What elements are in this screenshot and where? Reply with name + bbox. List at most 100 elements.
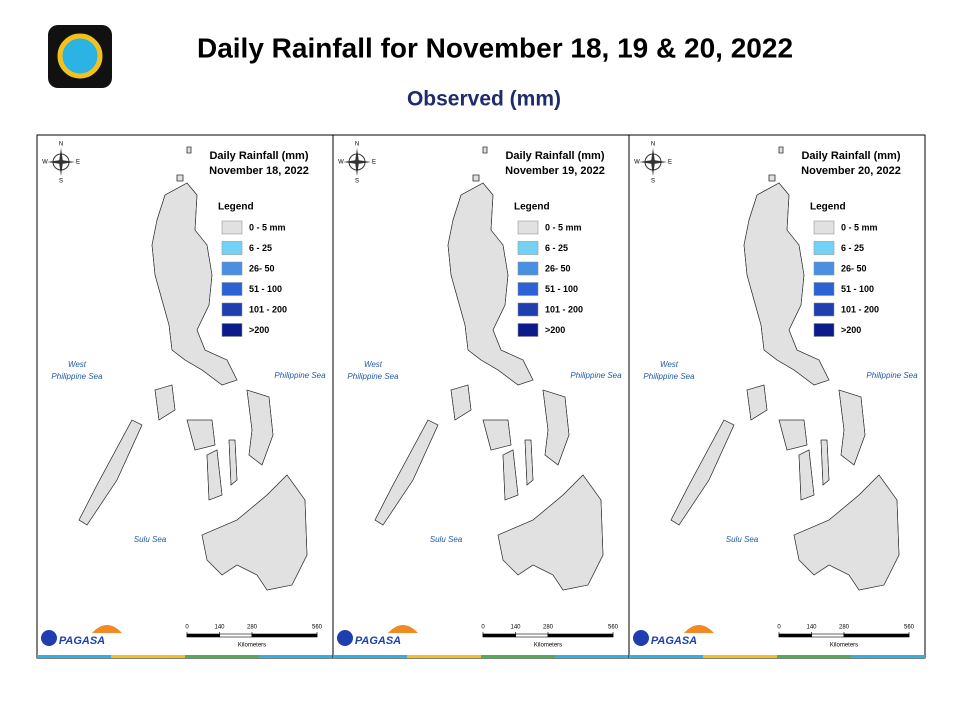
scale-label: 140 <box>806 625 817 631</box>
legend-swatch <box>517 261 539 276</box>
legend-swatch <box>813 302 835 317</box>
footer-strip <box>703 655 777 658</box>
map-date: November 19, 2022 <box>505 165 605 177</box>
legend-label: 101 - 200 <box>545 304 583 314</box>
compass-e: E <box>668 160 672 166</box>
scale-label: 140 <box>510 625 521 631</box>
compass-s: S <box>651 179 655 185</box>
compass-s: S <box>355 179 359 185</box>
map-title: Daily Rainfall (mm) <box>505 150 604 162</box>
scale-label: 560 <box>312 625 323 631</box>
scale-label: 560 <box>904 625 915 631</box>
legend-swatch <box>813 241 835 255</box>
legend-swatch <box>221 302 243 317</box>
scale-unit: Kilometers <box>830 643 858 649</box>
logo-umbrella <box>684 625 714 633</box>
legend-title: Legend <box>810 202 846 213</box>
logo-emblem <box>633 630 649 646</box>
footer-strip <box>481 655 555 658</box>
compass-w: W <box>634 160 640 166</box>
compass-w: W <box>338 160 344 166</box>
logo-text: PAGASA <box>355 635 401 647</box>
map-panel: N S W E Daily Rainfall (mm) November 18, 2022… <box>36 134 334 659</box>
scale-unit: Kilometers <box>238 643 266 649</box>
sea-label: Sulu Sea <box>430 535 463 544</box>
compass-e: E <box>372 160 376 166</box>
scale-label: 140 <box>214 625 225 631</box>
legend-swatch <box>221 241 243 255</box>
footer-strip <box>555 655 629 658</box>
legend-label: 51 - 100 <box>545 284 578 294</box>
scale-segment <box>811 633 845 638</box>
legend-swatch <box>813 323 835 337</box>
slide-subtitle: Observed (mm) <box>407 88 561 111</box>
scale-label: 0 <box>777 625 781 631</box>
legend-label: 101 - 200 <box>841 304 879 314</box>
legend-swatch <box>813 261 835 276</box>
legend-label: 0 - 5 mm <box>841 222 878 232</box>
legend-swatch <box>813 220 835 235</box>
scale-label: 280 <box>247 625 258 631</box>
sea-label: Philippine Sea <box>51 372 103 381</box>
legend-swatch <box>221 220 243 235</box>
map-panel: N S W E Daily Rainfall (mm) November 19, 2022… <box>332 134 630 659</box>
legend-label: >200 <box>249 325 269 335</box>
map-date: November 20, 2022 <box>801 165 901 177</box>
scale-segment <box>482 633 516 638</box>
scale-segment <box>843 633 910 638</box>
scale-label: 0 <box>481 625 485 631</box>
legend-label: >200 <box>841 325 861 335</box>
footer-strip <box>259 655 333 658</box>
scale-segment <box>547 633 614 638</box>
sea-label: Sulu Sea <box>726 535 759 544</box>
scale-segment <box>778 633 812 638</box>
scale-segment <box>251 633 318 638</box>
legend-title: Legend <box>218 202 254 213</box>
scale-label: 280 <box>839 625 850 631</box>
legend-title: Legend <box>514 202 550 213</box>
footer-strip <box>629 655 703 658</box>
legend-label: 51 - 100 <box>249 284 282 294</box>
legend-swatch <box>221 282 243 296</box>
logo-umbrella <box>92 625 122 633</box>
legend-label: 0 - 5 mm <box>249 222 286 232</box>
legend-label: 0 - 5 mm <box>545 222 582 232</box>
legend-swatch <box>517 282 539 296</box>
legend-label: 6 - 25 <box>841 243 864 253</box>
footer-strip <box>185 655 259 658</box>
scale-label: 0 <box>185 625 189 631</box>
map-panels: N S W E Daily Rainfall (mm) November 18, 2022… <box>36 134 926 659</box>
legend-swatch <box>517 323 539 337</box>
map-title: Daily Rainfall (mm) <box>801 150 900 162</box>
compass-star <box>639 148 667 176</box>
legend-label: 26- 50 <box>841 263 867 273</box>
scale-unit: Kilometers <box>534 643 562 649</box>
compass-star <box>343 148 371 176</box>
compass-n: N <box>355 142 359 148</box>
legend-swatch <box>517 220 539 235</box>
compass-s: S <box>59 179 63 185</box>
slide-title: Daily Rainfall for November 18, 19 & 20,… <box>197 32 793 63</box>
compass-e: E <box>76 160 80 166</box>
sea-label: Philippine Sea <box>866 371 918 380</box>
legend-label: 26- 50 <box>249 263 275 273</box>
legend-label: 101 - 200 <box>249 304 287 314</box>
map-date: November 18, 2022 <box>209 165 309 177</box>
sea-label: West <box>660 360 679 369</box>
scale-segment <box>186 633 220 638</box>
scale-segment <box>219 633 253 638</box>
scale-label: 280 <box>543 625 554 631</box>
legend-swatch <box>517 302 539 317</box>
logo-text: PAGASA <box>59 635 105 647</box>
logo-emblem <box>337 630 353 646</box>
sea-label: Philippine Sea <box>274 371 326 380</box>
footer-strip <box>851 655 925 658</box>
compass-star <box>47 148 75 176</box>
legend-swatch <box>517 241 539 255</box>
footer-strip <box>777 655 851 658</box>
legend-label: 51 - 100 <box>841 284 874 294</box>
footer-strip <box>111 655 185 658</box>
legend-label: 6 - 25 <box>249 243 272 253</box>
logo-umbrella <box>388 625 418 633</box>
